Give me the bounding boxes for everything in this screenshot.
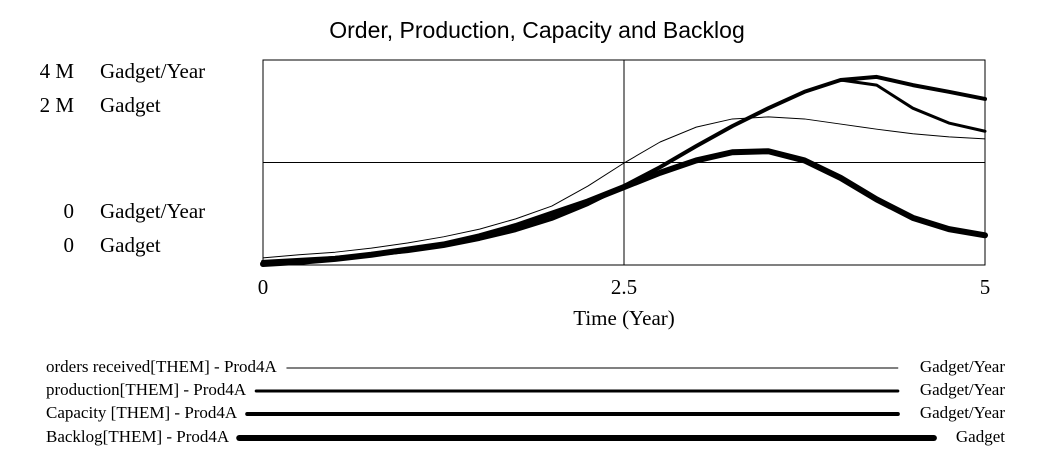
x-tick-label: 2.5 [611,275,637,299]
y2-tick-label: 0 [64,233,75,257]
y-axis-unit: Gadget/Year [100,59,205,83]
legend-label: Backlog[THEM] - Prod4A [46,427,230,446]
y-tick-label: 0 [64,199,75,223]
y-tick-label: 4 M [40,59,75,83]
legend-label: orders received[THEM] - Prod4A [46,357,278,376]
chart-title: Order, Production, Capacity and Backlog [329,17,745,43]
legend-unit: Gadget [956,427,1005,446]
legend-label: production[THEM] - Prod4A [46,380,247,399]
y2-axis-unit: Gadget [100,233,161,257]
legend-unit: Gadget/Year [920,380,1005,399]
series-line [260,148,988,267]
x-tick-label: 0 [258,275,269,299]
legend-label: Capacity [THEM] - Prod4A [46,403,238,422]
y-axis-unit: Gadget/Year [100,199,205,223]
legend-unit: Gadget/Year [920,403,1005,422]
series-line [262,116,986,259]
x-tick-label: 5 [980,275,991,299]
y2-tick-label: 2 M [40,93,75,117]
x-axis-label: Time (Year) [573,306,675,330]
y2-axis-unit: Gadget [100,93,161,117]
legend-unit: Gadget/Year [920,357,1005,376]
